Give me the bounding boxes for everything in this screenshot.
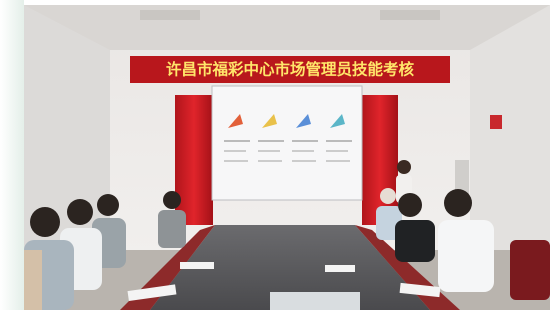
banner: 许昌市福彩中心市场管理员技能考核	[130, 56, 450, 83]
curtain	[362, 95, 398, 225]
page: 许昌市福彩中心市场管理员技能考核	[0, 0, 550, 310]
margin	[0, 0, 24, 310]
banner-text: 许昌市福彩中心市场管理员技能考核	[166, 60, 415, 79]
paper	[325, 265, 355, 272]
photo: 许昌市福彩中心市场管理员技能考核	[0, 0, 550, 310]
paper	[180, 262, 214, 269]
laptop	[270, 292, 360, 310]
projection-screen	[212, 86, 362, 200]
curtain	[175, 95, 213, 225]
